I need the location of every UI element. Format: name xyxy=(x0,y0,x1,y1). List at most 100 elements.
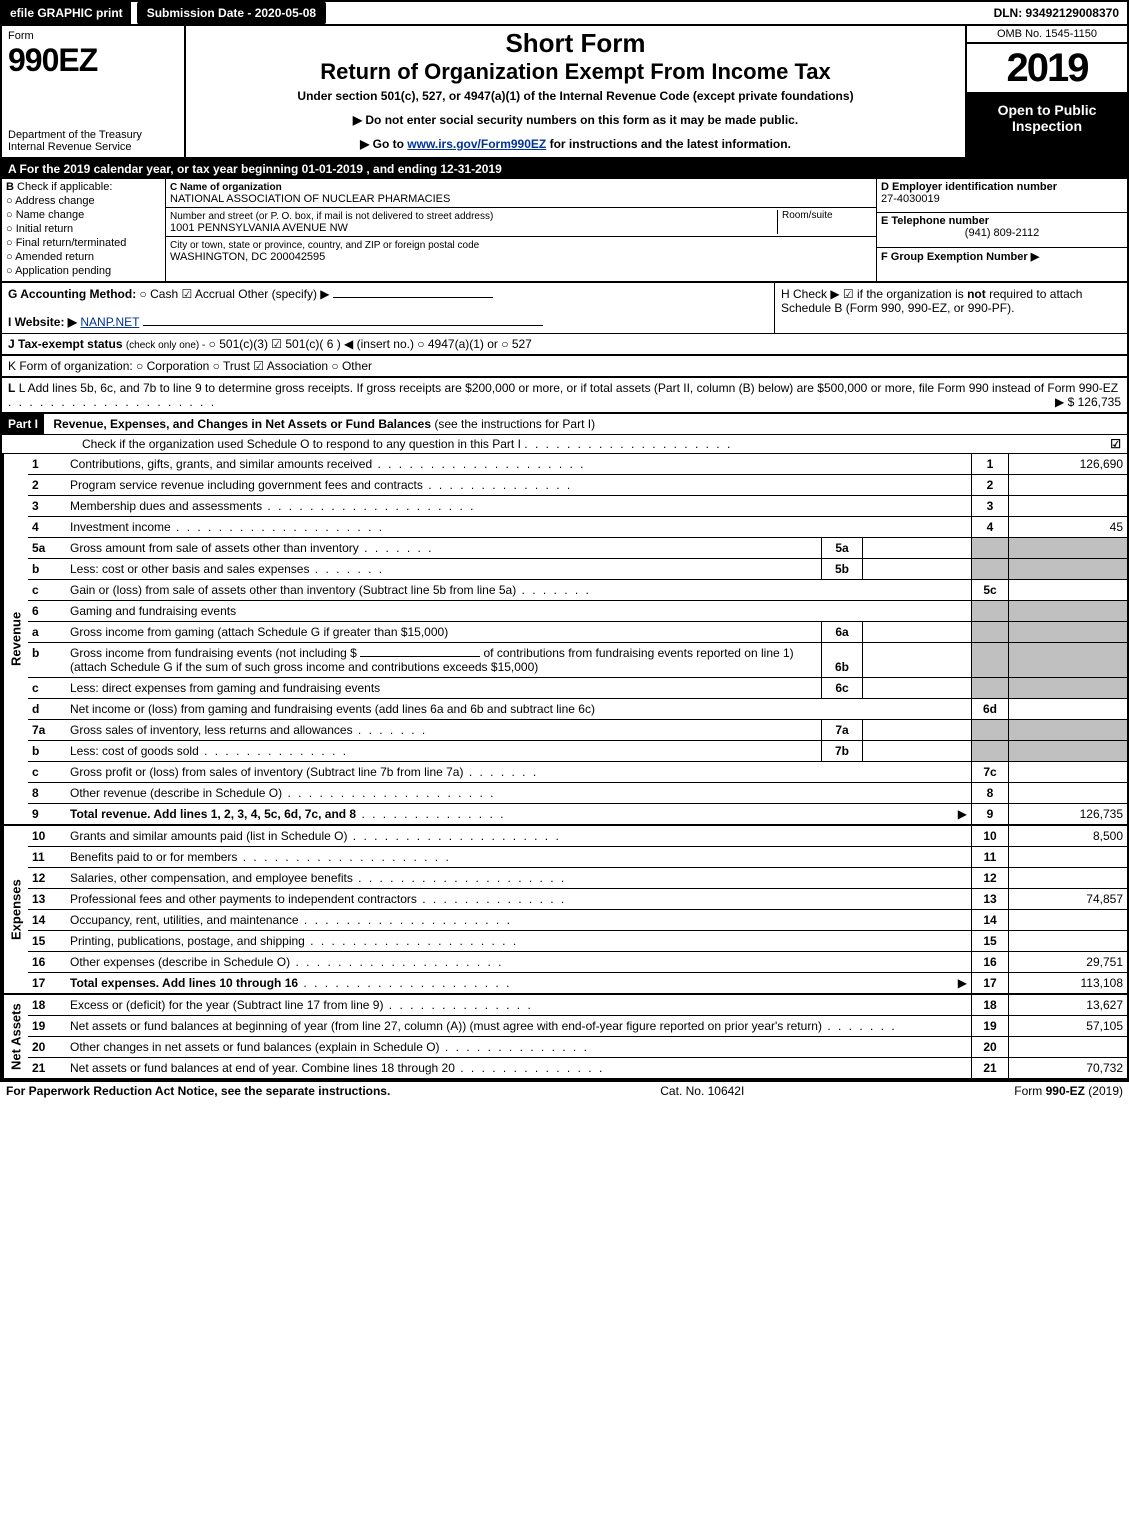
part-i-header: Part I Revenue, Expenses, and Changes in… xyxy=(2,414,1127,435)
l6a-in: 6a xyxy=(822,622,863,643)
line-16: 16 Other expenses (describe in Schedule … xyxy=(28,952,1127,973)
l6-shade2 xyxy=(1009,601,1128,622)
l18-val: 13,627 xyxy=(1009,995,1128,1016)
l14-val xyxy=(1009,910,1128,931)
l15-val xyxy=(1009,931,1128,952)
line-7c: c Gross profit or (loss) from sales of i… xyxy=(28,762,1127,783)
l15-rn: 15 xyxy=(972,931,1009,952)
d-ein-label: D Employer identification number xyxy=(881,181,1057,193)
part-i-label: Part I xyxy=(2,414,44,434)
tax-year: 2019 xyxy=(967,44,1127,94)
part-i-sub: Check if the organization used Schedule … xyxy=(2,435,1127,454)
l19-desc: Net assets or fund balances at beginning… xyxy=(70,1019,822,1033)
form-container: efile GRAPHIC print Submission Date - 20… xyxy=(0,0,1129,1082)
l6d-desc: Net income or (loss) from gaming and fun… xyxy=(66,699,972,720)
l19-val: 57,105 xyxy=(1009,1016,1128,1037)
l5c-no: c xyxy=(28,580,66,601)
website-underline xyxy=(143,325,543,326)
check-amended[interactable]: Amended return xyxy=(6,251,161,263)
l13-no: 13 xyxy=(28,889,66,910)
l10-no: 10 xyxy=(28,826,66,847)
l-text: L Add lines 5b, 6c, and 7b to line 9 to … xyxy=(19,381,1118,395)
l16-dots xyxy=(290,955,503,969)
l5a-dots xyxy=(359,541,434,555)
expenses-label: Expenses xyxy=(2,826,28,993)
section-b: B Check if applicable: Address change Na… xyxy=(2,179,166,281)
l6b-shade2 xyxy=(1009,643,1128,678)
revenue-table: 1 Contributions, gifts, grants, and simi… xyxy=(28,454,1127,824)
l12-desc: Salaries, other compensation, and employ… xyxy=(70,871,353,885)
notice-post: for instructions and the latest informat… xyxy=(546,137,791,151)
l1-no: 1 xyxy=(28,454,66,475)
website-link[interactable]: NANP.NET xyxy=(80,315,139,329)
l16-desc: Other expenses (describe in Schedule O) xyxy=(70,955,290,969)
check-pending[interactable]: Application pending xyxy=(6,265,161,277)
revenue-section: Revenue 1 Contributions, gifts, grants, … xyxy=(2,454,1127,824)
line-6a: a Gross income from gaming (attach Sched… xyxy=(28,622,1127,643)
g-other-input[interactable] xyxy=(333,297,493,298)
footer: For Paperwork Reduction Act Notice, see … xyxy=(0,1082,1129,1100)
omb-number: OMB No. 1545-1150 xyxy=(967,26,1127,44)
c-addr-label: Number and street (or P. O. box, if mail… xyxy=(170,211,493,222)
l15-no: 15 xyxy=(28,931,66,952)
h-not: not xyxy=(967,287,986,301)
line-3: 3 Membership dues and assessments 3 xyxy=(28,496,1127,517)
l6c-desc: Less: direct expenses from gaming and fu… xyxy=(70,681,380,695)
l18-no: 18 xyxy=(28,995,66,1016)
org-address: 1001 PENNSYLVANIA AVENUE NW xyxy=(170,222,348,234)
l5a-shade xyxy=(972,538,1009,559)
line-6: 6 Gaming and fundraising events xyxy=(28,601,1127,622)
line-5c: c Gain or (loss) from sale of assets oth… xyxy=(28,580,1127,601)
l16-no: 16 xyxy=(28,952,66,973)
l6b-blank[interactable] xyxy=(360,656,480,657)
header-left: Form 990EZ Department of the Treasury In… xyxy=(2,26,186,157)
l8-rn: 8 xyxy=(972,783,1009,804)
revenue-label: Revenue xyxy=(2,454,28,824)
l6c-no: c xyxy=(28,678,66,699)
l5a-in: 5a xyxy=(822,538,863,559)
efile-label: efile GRAPHIC print xyxy=(2,2,131,24)
check-name-change[interactable]: Name change xyxy=(6,209,161,221)
l17-val: 113,108 xyxy=(1009,973,1128,994)
l14-dots xyxy=(299,913,512,927)
check-final-return[interactable]: Final return/terminated xyxy=(6,237,161,249)
dept-treasury: Department of the Treasury xyxy=(8,129,178,141)
l-dots xyxy=(8,395,216,409)
j-label: J Tax-exempt status xyxy=(8,337,123,351)
l5b-in: 5b xyxy=(822,559,863,580)
dln-number: DLN: 93492129008370 xyxy=(986,2,1127,24)
line-6b: b Gross income from fundraising events (… xyxy=(28,643,1127,678)
notice-link: ▶ Go to www.irs.gov/Form990EZ for instru… xyxy=(194,137,957,151)
line-2: 2 Program service revenue including gove… xyxy=(28,475,1127,496)
l6a-desc: Gross income from gaming (attach Schedul… xyxy=(66,622,822,643)
submission-date: Submission Date - 2020-05-08 xyxy=(137,2,326,24)
l7c-rn: 7c xyxy=(972,762,1009,783)
footer-center: Cat. No. 10642I xyxy=(660,1084,744,1098)
l6-no: 6 xyxy=(28,601,66,622)
l2-desc: Program service revenue including govern… xyxy=(70,478,423,492)
l11-dots xyxy=(237,850,450,864)
g-opts: ○ Cash ☑ Accrual Other (specify) ▶ xyxy=(140,287,330,301)
l7b-inval xyxy=(863,741,972,762)
l11-val xyxy=(1009,847,1128,868)
l7b-dots xyxy=(199,744,348,758)
check-initial-return[interactable]: Initial return xyxy=(6,223,161,235)
l10-val: 8,500 xyxy=(1009,826,1128,847)
header-right: OMB No. 1545-1150 2019 Open to Public In… xyxy=(965,26,1127,157)
l5b-no: b xyxy=(28,559,66,580)
l19-dots xyxy=(822,1019,897,1033)
l9-rn: 9 xyxy=(972,804,1009,825)
expenses-table: 10 Grants and similar amounts paid (list… xyxy=(28,826,1127,993)
h-text-pre: H Check ▶ ☑ if the organization is xyxy=(781,287,967,301)
part-i-checkbox[interactable]: ☑ xyxy=(1110,437,1121,451)
irs-link[interactable]: www.irs.gov/Form990EZ xyxy=(407,137,546,151)
l6b-inval xyxy=(863,643,972,678)
gh-row: G Accounting Method: ○ Cash ☑ Accrual Ot… xyxy=(2,283,1127,333)
l19-rn: 19 xyxy=(972,1016,1009,1037)
l7b-in: 7b xyxy=(822,741,863,762)
l20-desc: Other changes in net assets or fund bala… xyxy=(70,1040,440,1054)
l11-rn: 11 xyxy=(972,847,1009,868)
check-address-change[interactable]: Address change xyxy=(6,195,161,207)
l2-dots xyxy=(423,478,572,492)
l16-val: 29,751 xyxy=(1009,952,1128,973)
